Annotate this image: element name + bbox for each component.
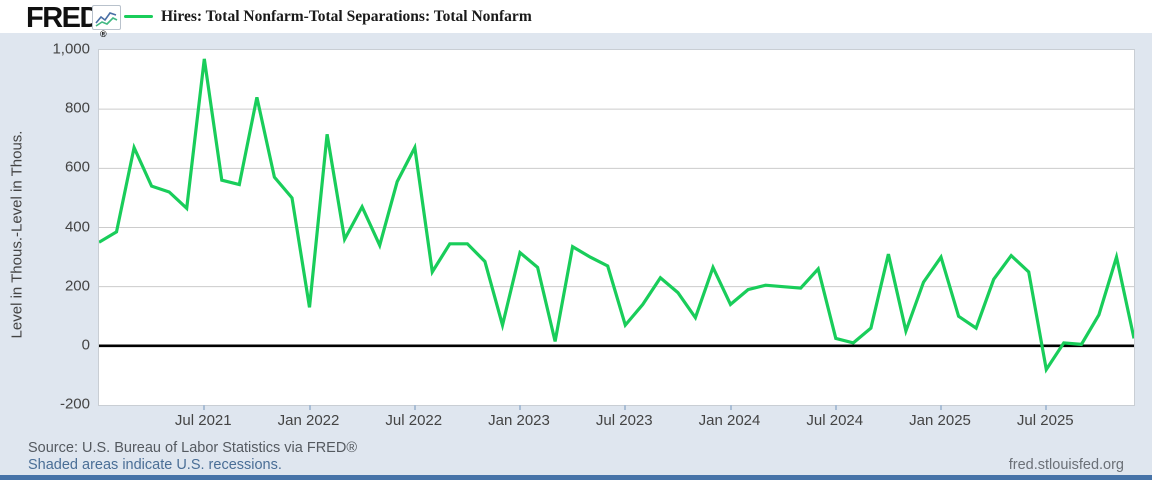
y-axis-tick-label: 600 (64, 158, 90, 176)
x-axis-tick-mark (413, 405, 416, 410)
y-axis-tick-label: 1,000 (52, 40, 90, 58)
fred-site-link[interactable]: fred.stlouisfed.org (1008, 457, 1124, 473)
x-axis-tick-label: Jul 2022 (385, 412, 443, 429)
x-axis-tick-label: Jan 2023 (488, 412, 550, 429)
legend-line-swatch (124, 15, 153, 18)
x-axis-tick-mark (203, 405, 206, 410)
x-axis-tick-mark (940, 405, 943, 410)
legend-series-label: Hires: Total Nonfarm-Total Separations: … (161, 7, 532, 25)
x-axis-tick-mark (1045, 405, 1048, 410)
y-axis-tick-label: 200 (64, 277, 90, 295)
x-axis-tick-label: Jul 2021 (174, 412, 232, 429)
x-axis-tick-label: Jul 2023 (595, 412, 653, 429)
source-attribution: Source: U.S. Bureau of Labor Statistics … (28, 440, 358, 456)
chart-plot-area (98, 49, 1135, 406)
footer-accent-bar (0, 475, 1152, 480)
fred-sparkline-icon (92, 5, 121, 30)
x-axis-tick-label: Jul 2025 (1016, 412, 1074, 429)
data-series-line (99, 58, 1134, 374)
x-axis-tick-label: Jul 2024 (806, 412, 864, 429)
y-axis-tick-label: -200 (59, 395, 90, 413)
x-axis-tick-mark (834, 405, 837, 410)
y-axis-tick-label: 400 (64, 218, 90, 235)
x-axis-tick-label: Jan 2024 (698, 412, 761, 429)
line-chart (99, 58, 1134, 374)
y-axis-tick-label: 0 (81, 336, 90, 354)
legend: Hires: Total Nonfarm-Total Separations: … (124, 0, 532, 33)
y-axis-tick-label: 800 (64, 99, 90, 117)
header-bar: FRED® Hires: Total Nonfarm-Total Separat… (0, 0, 1152, 39)
x-axis-tick-label: Jan 2022 (277, 412, 340, 429)
x-axis-tick-label: Jan 2025 (909, 412, 971, 429)
x-axis-tick-mark (729, 405, 732, 410)
recession-note-link[interactable]: Shaded areas indicate U.S. recessions. (28, 457, 282, 473)
registered-mark: ® (99, 29, 107, 39)
x-axis-tick-mark (624, 405, 627, 410)
fred-logo: FRED® (26, 2, 107, 39)
x-axis-tick-mark (519, 405, 522, 410)
x-axis-tick-mark (308, 405, 311, 410)
